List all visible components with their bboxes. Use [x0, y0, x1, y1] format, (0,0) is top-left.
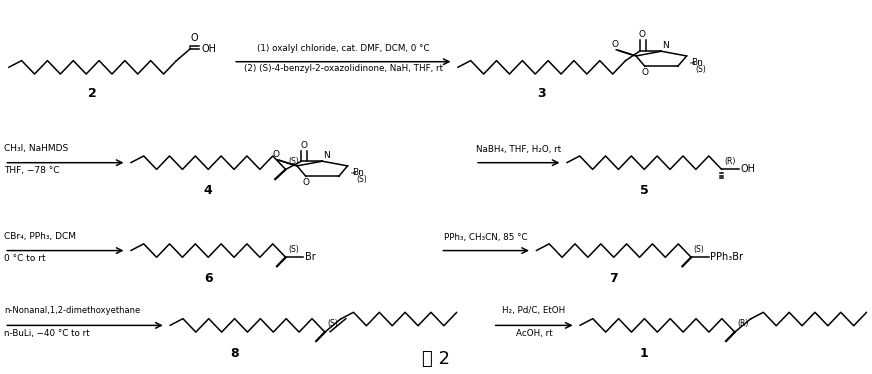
Text: "": ""	[351, 172, 357, 178]
Text: Bn: Bn	[352, 168, 364, 177]
Text: (S): (S)	[328, 319, 338, 328]
Text: n-Nonanal,1,2-dimethoxyethane: n-Nonanal,1,2-dimethoxyethane	[4, 306, 140, 315]
Text: O: O	[273, 150, 280, 159]
Text: PPh₃Br: PPh₃Br	[711, 252, 743, 262]
Text: (S): (S)	[289, 245, 299, 254]
Text: 1: 1	[640, 347, 649, 360]
Text: N: N	[663, 41, 669, 50]
Text: AcOH, rt: AcOH, rt	[515, 329, 553, 338]
Text: (S): (S)	[695, 65, 706, 74]
Text: n-BuLi, −40 °C to rt: n-BuLi, −40 °C to rt	[4, 329, 90, 338]
Text: 6: 6	[204, 272, 213, 285]
Text: (R): (R)	[738, 319, 749, 328]
Text: (S): (S)	[694, 245, 705, 254]
Text: PPh₃, CH₃CN, 85 °C: PPh₃, CH₃CN, 85 °C	[445, 233, 528, 242]
Text: O: O	[611, 40, 618, 49]
Text: 7: 7	[610, 272, 618, 285]
Text: 0 °C to rt: 0 °C to rt	[4, 254, 46, 263]
Text: OH: OH	[741, 165, 756, 174]
Text: O: O	[301, 141, 308, 150]
Text: O: O	[641, 68, 649, 77]
Text: 2: 2	[88, 87, 97, 100]
Text: 5: 5	[640, 184, 649, 197]
Text: OH: OH	[201, 44, 217, 53]
Text: 式 2: 式 2	[422, 350, 450, 368]
Text: Bn: Bn	[691, 58, 703, 67]
Text: N: N	[324, 151, 330, 160]
Text: (1) oxalyl chloride, cat. DMF, DCM, 0 °C: (1) oxalyl chloride, cat. DMF, DCM, 0 °C	[257, 45, 430, 53]
Text: (R): (R)	[725, 157, 736, 166]
Text: O: O	[191, 33, 199, 43]
Text: O: O	[638, 30, 645, 39]
Text: (S): (S)	[289, 157, 299, 166]
Text: THF, −78 °C: THF, −78 °C	[4, 166, 60, 175]
Text: 4: 4	[204, 184, 213, 197]
Text: CBr₄, PPh₃, DCM: CBr₄, PPh₃, DCM	[4, 232, 77, 241]
Text: Br: Br	[305, 252, 316, 262]
Text: NaBH₄, THF, H₂O, rt: NaBH₄, THF, H₂O, rt	[476, 145, 562, 154]
Text: H₂, Pd/C, EtOH: H₂, Pd/C, EtOH	[502, 306, 566, 315]
Text: (2) (S)-4-benzyl-2-oxazolidinone, NaH, THF, rt: (2) (S)-4-benzyl-2-oxazolidinone, NaH, T…	[244, 64, 443, 73]
Text: 8: 8	[230, 347, 239, 360]
Text: CH₃I, NaHMDS: CH₃I, NaHMDS	[4, 144, 69, 153]
Text: 3: 3	[537, 87, 546, 100]
Text: O: O	[303, 178, 310, 187]
Text: "": ""	[689, 62, 696, 68]
Text: (S): (S)	[357, 175, 367, 184]
